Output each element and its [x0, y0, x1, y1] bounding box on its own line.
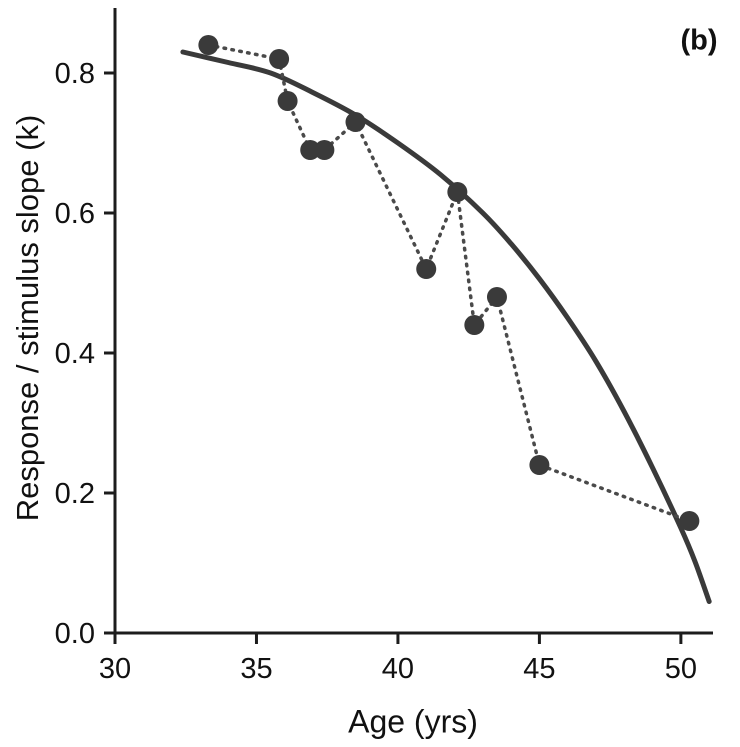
x-tick-label: 30	[99, 653, 131, 685]
observed-dotted-line	[206, 43, 692, 523]
data-point	[416, 259, 437, 279]
data-point	[529, 455, 550, 475]
x-tick-label: 40	[382, 653, 414, 685]
y-tick-label: 0.0	[55, 618, 95, 650]
data-point	[269, 49, 290, 69]
data-point	[679, 511, 700, 531]
y-axis-title: Response / stimulus slope (k)	[10, 114, 45, 522]
y-tick-label: 0.4	[55, 338, 95, 370]
data-point	[447, 182, 468, 202]
data-point	[277, 91, 298, 111]
data-point	[300, 140, 321, 160]
data-point	[464, 315, 485, 335]
panel-label: (b)	[680, 24, 718, 57]
x-axis-title: Age (yrs)	[348, 703, 478, 740]
data-point	[486, 287, 507, 307]
y-tick-label: 0.8	[55, 58, 95, 90]
y-tick-label: 0.6	[55, 198, 95, 230]
x-tick-label: 45	[523, 653, 555, 685]
fitted-curve	[180, 49, 712, 604]
x-tick-label: 35	[240, 653, 272, 685]
axis-lines	[113, 8, 713, 635]
data-point	[345, 112, 366, 132]
y-tick-label: 0.2	[55, 478, 95, 510]
x-tick-label: 50	[665, 653, 697, 685]
data-point	[198, 35, 219, 55]
data-point	[314, 140, 335, 160]
